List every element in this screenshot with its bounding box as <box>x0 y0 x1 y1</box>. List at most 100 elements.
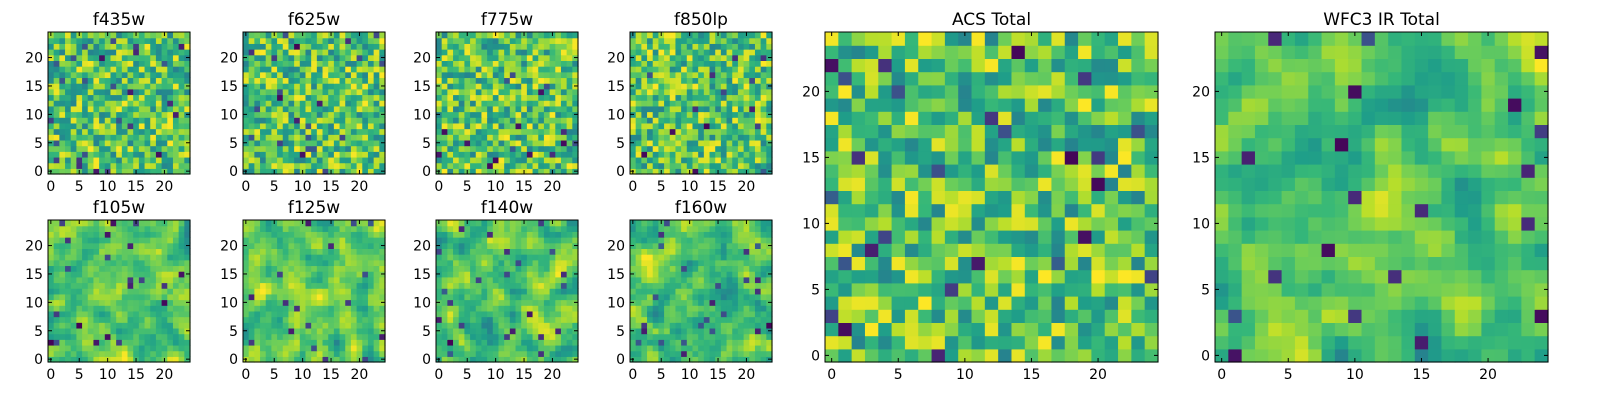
heatmap-cell <box>116 151 123 158</box>
heatmap-cell <box>560 37 568 44</box>
heatmap-cell <box>277 54 284 61</box>
heatmap-cell <box>441 299 448 306</box>
heatmap-cell <box>53 77 60 84</box>
heatmap-cell <box>458 282 465 289</box>
heatmap-cell <box>328 134 335 141</box>
heatmap-cell <box>720 66 728 73</box>
heatmap-cell <box>373 254 380 261</box>
heatmap-cell <box>560 305 568 312</box>
heatmap-cell <box>172 71 180 79</box>
heatmap-cell <box>447 134 454 141</box>
heatmap-cell <box>53 139 60 147</box>
heatmap-cell <box>110 83 117 90</box>
heatmap-cell <box>144 139 151 147</box>
heatmap-cell <box>282 134 290 141</box>
heatmap-cell <box>254 66 261 73</box>
heatmap-cell <box>526 322 534 329</box>
heatmap-cell <box>161 237 168 244</box>
heatmap-cell <box>760 327 767 335</box>
heatmap-cell <box>726 88 733 96</box>
heatmap-cell <box>161 248 168 255</box>
heatmap-cell <box>121 111 129 118</box>
heatmap-cell <box>127 265 134 272</box>
heatmap-cell <box>481 225 488 232</box>
heatmap-cell <box>630 100 637 107</box>
heatmap-cell <box>110 237 117 244</box>
heatmap-cell <box>265 333 272 340</box>
heatmap-cell <box>664 32 671 39</box>
heatmap-cell <box>288 237 295 244</box>
heatmap-cell <box>65 276 72 284</box>
heatmap-cell <box>715 77 722 84</box>
heatmap-cell <box>470 259 477 267</box>
heatmap-cell <box>566 77 573 84</box>
heatmap-cell <box>555 122 562 130</box>
heatmap-cell <box>260 237 267 244</box>
heatmap-cell <box>328 225 335 232</box>
heatmap-cell <box>647 162 654 169</box>
heatmap-cell <box>150 299 157 306</box>
heatmap-cell <box>356 128 363 135</box>
heatmap-cell <box>481 117 488 124</box>
heatmap-cell <box>184 350 191 357</box>
heatmap-cell <box>453 293 460 301</box>
heatmap-cell <box>532 259 539 267</box>
heatmap-cell <box>265 248 272 255</box>
heatmap-cell <box>555 168 562 175</box>
heatmap-cell <box>686 333 694 340</box>
heatmap-cell <box>277 265 284 272</box>
heatmap-cell <box>572 248 579 255</box>
heatmap-cell <box>116 105 123 113</box>
heatmap-cell <box>379 94 386 101</box>
heatmap-cell <box>481 293 488 301</box>
heatmap-cell <box>138 151 146 158</box>
heatmap-cell <box>453 242 460 249</box>
heatmap-cell <box>282 77 290 84</box>
heatmap-cell <box>453 83 460 90</box>
heatmap-cell <box>572 117 579 124</box>
heatmap-cell <box>475 231 483 238</box>
heatmap-cell <box>732 293 739 301</box>
heatmap-cell <box>504 220 511 227</box>
heatmap-cell <box>447 254 454 261</box>
heatmap-cell <box>362 43 369 50</box>
heatmap-cell <box>82 220 89 227</box>
heatmap-cell <box>572 37 579 44</box>
heatmap-cell <box>698 339 705 346</box>
heatmap-cell <box>161 37 168 44</box>
heatmap-cell <box>299 299 307 306</box>
heatmap-cell <box>254 37 261 44</box>
heatmap-cell <box>328 100 335 107</box>
heatmap-cell <box>436 88 443 96</box>
heatmap-cell <box>379 322 386 329</box>
heatmap-cell <box>737 66 745 73</box>
heatmap-cell <box>560 288 568 295</box>
heatmap-cell <box>299 88 307 96</box>
heatmap-cell <box>243 37 250 44</box>
heatmap-cell <box>692 168 699 175</box>
heatmap-cell <box>328 156 335 164</box>
heatmap-cell <box>453 88 460 96</box>
heatmap-cell <box>720 88 728 96</box>
heatmap-cell <box>647 271 654 278</box>
heatmap-cell <box>277 327 284 335</box>
heatmap-cell <box>167 220 174 227</box>
heatmap-cell <box>345 105 352 113</box>
heatmap-cell <box>82 305 89 312</box>
heatmap-cell <box>48 151 55 158</box>
heatmap-cell <box>766 49 773 56</box>
heatmap-cell <box>288 242 295 249</box>
heatmap-cell <box>521 350 528 357</box>
heatmap-cell <box>299 77 307 84</box>
heatmap-cell <box>260 333 267 340</box>
heatmap-cell <box>675 356 682 363</box>
heatmap-cell <box>333 288 341 295</box>
heatmap-cell <box>566 88 573 96</box>
heatmap-cell <box>243 350 250 357</box>
heatmap-cell <box>243 237 250 244</box>
heatmap-cell <box>760 100 767 107</box>
heatmap-cell <box>127 168 134 175</box>
heatmap-cell <box>243 77 250 84</box>
heatmap-cell <box>70 54 77 61</box>
heatmap-cell <box>76 327 83 335</box>
